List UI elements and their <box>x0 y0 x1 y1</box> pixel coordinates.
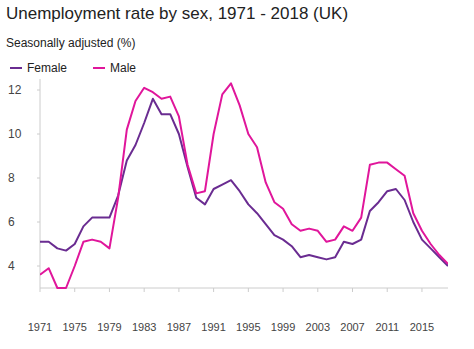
legend-entry: Male <box>93 61 136 75</box>
legend-label: Male <box>110 61 136 75</box>
y-tick-label: 8 <box>8 171 15 185</box>
x-tick <box>178 288 179 292</box>
y-tick <box>37 134 40 135</box>
x-tick <box>144 288 145 292</box>
x-tick <box>213 288 214 292</box>
x-tick <box>40 288 41 292</box>
x-tick <box>421 288 422 292</box>
legend-label: Female <box>27 61 67 75</box>
chart-container: Unemployment rate by sex, 1971 - 2018 (U… <box>0 0 474 349</box>
chart-svg: Unemployment rate by sex, 1971 - 2018 (U… <box>0 0 474 349</box>
y-tick-label: 4 <box>8 259 15 273</box>
y-tick <box>37 178 40 179</box>
x-tick-label: 1991 <box>201 321 225 333</box>
x-tick <box>317 288 318 292</box>
x-tick-label: 2015 <box>410 321 434 333</box>
x-tick-label: 1987 <box>167 321 191 333</box>
x-tick-label: 2007 <box>340 321 364 333</box>
legend-swatch <box>10 67 22 69</box>
x-tick-label: 2011 <box>375 321 399 333</box>
x-tick <box>283 288 284 292</box>
line-male <box>40 83 448 288</box>
subtitle: Seasonally adjusted (%) <box>6 36 135 50</box>
y-tick-label: 10 <box>8 127 22 141</box>
x-tick-label: 1983 <box>132 321 156 333</box>
legend-swatch <box>93 67 105 69</box>
x-tick-label: 1979 <box>97 321 121 333</box>
title: Unemployment rate by sex, 1971 - 2018 (U… <box>6 4 348 23</box>
x-tick-label: 2003 <box>306 321 330 333</box>
x-tick-label: 1971 <box>28 321 52 333</box>
x-tick-label: 1975 <box>62 321 86 333</box>
y-tick-label: 6 <box>8 215 15 229</box>
y-tick <box>37 266 40 267</box>
x-tick <box>109 288 110 292</box>
legend-entry: Female <box>10 61 67 75</box>
x-tick-label: 1999 <box>271 321 295 333</box>
plot-area <box>40 83 448 288</box>
y-axis-line <box>40 79 41 288</box>
x-tick <box>352 288 353 292</box>
x-tick-label: 1995 <box>236 321 260 333</box>
x-tick <box>248 288 249 292</box>
x-tick <box>74 288 75 292</box>
y-tick <box>37 222 40 223</box>
x-tick <box>387 288 388 292</box>
y-tick-label: 12 <box>8 83 22 97</box>
y-tick <box>37 90 40 91</box>
